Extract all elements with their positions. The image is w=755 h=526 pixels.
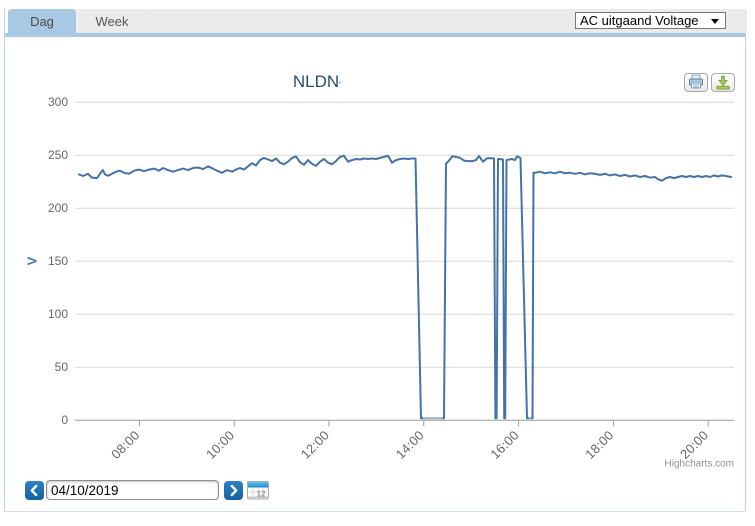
svg-text:150: 150 [48, 254, 68, 268]
svg-text:0: 0 [61, 413, 68, 427]
svg-text:20:00: 20:00 [677, 428, 711, 462]
svg-text:300: 300 [48, 95, 68, 109]
svg-text:12: 12 [257, 489, 266, 498]
svg-text:10:00: 10:00 [203, 428, 237, 462]
svg-text:200: 200 [48, 201, 68, 215]
svg-text:18:00: 18:00 [582, 428, 616, 462]
svg-text:50: 50 [55, 360, 69, 374]
svg-text:08:00: 08:00 [108, 428, 142, 462]
svg-text:Highcharts.com: Highcharts.com [665, 459, 734, 470]
svg-text:14:00: 14:00 [393, 428, 427, 462]
svg-text:250: 250 [48, 148, 68, 162]
svg-text:12:00: 12:00 [298, 428, 332, 462]
svg-text:100: 100 [48, 307, 68, 321]
svg-text:16:00: 16:00 [487, 428, 521, 462]
svg-text:V: V [25, 256, 40, 265]
svg-text:NLDN: NLDN [293, 72, 339, 91]
